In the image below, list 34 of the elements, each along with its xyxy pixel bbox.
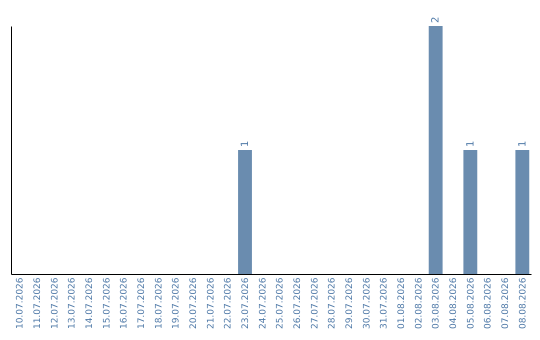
x-tick-label: 26.07.2026	[293, 277, 303, 330]
x-tick-label: 22.07.2026	[224, 277, 234, 330]
x-tick-label: 20.07.2026	[189, 277, 199, 330]
x-tick-label: 06.08.2026	[484, 277, 494, 330]
x-tick-label: 11.07.2026	[33, 277, 43, 330]
data-label: 1	[240, 140, 251, 147]
x-tick-label: 28.07.2026	[328, 277, 338, 330]
x-tick-label: 03.08.2026	[432, 277, 442, 330]
x-tick-label: 14.07.2026	[85, 277, 95, 330]
x-tick-label: 12.07.2026	[50, 277, 60, 330]
x-tick-label: 01.08.2026	[397, 277, 407, 330]
x-tick-label: 30.07.2026	[362, 277, 372, 330]
x-tick-label: 07.08.2026	[501, 277, 511, 330]
x-tick-label: 21.07.2026	[206, 277, 216, 330]
x-tick-label: 24.07.2026	[258, 277, 268, 330]
x-tick-label: 18.07.2026	[154, 277, 164, 330]
x-tick-label: 04.08.2026	[449, 277, 459, 330]
x-tick-label: 23.07.2026	[241, 277, 251, 330]
data-label: 1	[465, 140, 476, 147]
x-tick-label: 19.07.2026	[172, 277, 182, 330]
x-tick-label: 05.08.2026	[466, 277, 476, 330]
x-tick-label: 25.07.2026	[276, 277, 286, 330]
data-label: 2	[430, 16, 442, 23]
x-tick-label: 31.07.2026	[380, 277, 390, 330]
x-tick-label: 29.07.2026	[345, 277, 355, 330]
x-tick-label: 13.07.2026	[68, 277, 78, 330]
x-tick-label: 15.07.2026	[102, 277, 112, 330]
x-tick-label: 02.08.2026	[414, 277, 424, 330]
data-label: 1	[517, 140, 528, 147]
x-tick-label: 27.07.2026	[310, 277, 320, 330]
x-tick-label: 16.07.2026	[120, 277, 130, 330]
x-tick-label: 08.08.2026	[518, 277, 528, 330]
x-tick-label: 10.07.2026	[16, 277, 26, 330]
x-tick-label: 17.07.2026	[137, 277, 147, 330]
